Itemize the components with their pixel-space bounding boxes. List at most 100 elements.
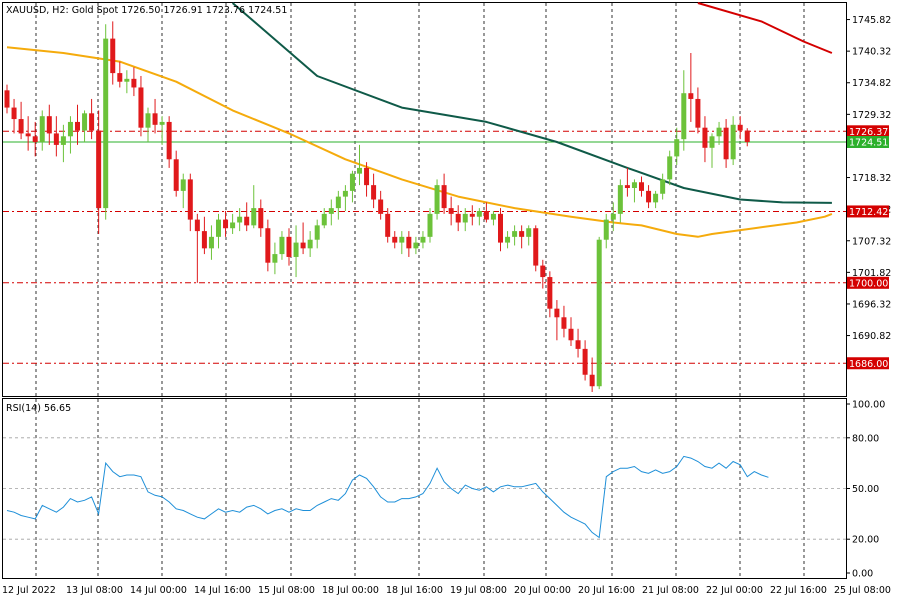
rsi-tick-label: 20.00 — [852, 535, 879, 546]
candle-body — [223, 219, 229, 229]
candle-body — [462, 213, 468, 223]
level-price-box — [847, 125, 889, 138]
candle-body — [286, 236, 292, 257]
candle-body — [639, 182, 644, 191]
candle-body — [371, 185, 377, 200]
candle-body — [131, 78, 137, 88]
candle-body — [194, 219, 200, 232]
candle-body — [512, 231, 518, 237]
candle-body — [110, 38, 116, 74]
candle-body — [201, 231, 207, 249]
level-price-box — [847, 357, 889, 370]
horizontal-levels — [3, 130, 846, 364]
candle-body — [82, 113, 88, 131]
candle-body — [603, 219, 609, 240]
candle-body — [279, 236, 285, 255]
candlesticks — [4, 21, 750, 392]
candle-body — [681, 93, 687, 140]
candle-body — [314, 225, 320, 240]
time-tick-label: 13 Jul 08:00 — [66, 585, 123, 596]
candle-body — [709, 136, 715, 148]
candle-body — [251, 208, 257, 226]
price-tick-label: 1718.32 — [852, 173, 891, 184]
rsi-tick-label: 50.00 — [852, 484, 879, 495]
chart-title: XAUUSD, H2: Gold Spot 1726.50 1726.91 17… — [6, 5, 287, 16]
time-axis: 12 Jul 2022 13 Jul 08:00 14 Jul 00:00 14 Ju… — [2, 585, 891, 596]
candle-body — [321, 213, 327, 226]
candle-body — [568, 328, 574, 341]
candle-body — [448, 208, 454, 214]
candle-body — [187, 179, 193, 220]
candle-body — [385, 213, 391, 237]
candle-body — [624, 185, 630, 189]
candle-body — [674, 139, 680, 157]
candle-body — [469, 213, 475, 217]
price-tick-label: 1690.82 — [852, 331, 891, 342]
candle-body — [258, 208, 264, 229]
candle-body — [505, 236, 511, 243]
candle-body — [216, 219, 221, 237]
candle-body — [455, 213, 461, 223]
candle-body — [730, 124, 736, 160]
rsi-tick-label: 80.00 — [852, 433, 879, 444]
bid-price-box — [847, 135, 889, 148]
candle-body — [237, 216, 243, 223]
level-labels: 1726.37 1712.42 1700.00 1686.00 1724.51 — [847, 125, 889, 370]
candle-body — [441, 185, 447, 209]
bid-price-label: 1724.51 — [849, 137, 888, 148]
candle-body — [307, 239, 313, 249]
candle-body — [561, 317, 567, 329]
candle-body — [483, 210, 489, 220]
candle-body — [490, 213, 496, 220]
time-tick-label: 19 Jul 08:00 — [450, 585, 507, 596]
candle-body — [547, 277, 553, 309]
price-tick-label: 1745.82 — [852, 15, 891, 26]
candle-body — [399, 236, 405, 243]
vertical-gridlines — [35, 3, 805, 578]
time-tick-label: 12 Jul 2022 — [2, 585, 56, 596]
candle-body — [540, 265, 546, 278]
candle-body — [117, 73, 123, 82]
candle-body — [716, 127, 722, 137]
candle-body — [653, 193, 659, 203]
time-tick-label: 22 Jul 16:00 — [770, 585, 827, 596]
candle-body — [75, 121, 80, 131]
candle-body — [300, 242, 306, 249]
rsi-tick-label: 100.00 — [852, 400, 885, 411]
candle-body — [60, 136, 66, 145]
candle-body — [4, 90, 10, 108]
time-tick-label: 18 Jul 00:00 — [322, 585, 379, 596]
candle-body — [357, 167, 362, 174]
candle-body — [434, 185, 440, 214]
candle-body — [349, 173, 355, 191]
candle-body — [688, 93, 694, 99]
level-price-label: 1686.00 — [849, 359, 888, 370]
candle-body — [631, 182, 637, 189]
candle-body — [392, 236, 398, 243]
time-tick-label: 22 Jul 00:00 — [706, 585, 763, 596]
candle-body — [124, 78, 130, 82]
candle-body — [723, 127, 729, 160]
time-tick-label: 20 Jul 00:00 — [514, 585, 571, 596]
candle-body — [11, 107, 17, 120]
candle-body — [180, 179, 186, 191]
rsi-line — [6, 455, 769, 539]
candle-body — [646, 190, 652, 203]
rsi-polyline — [6, 455, 769, 539]
candle-body — [533, 228, 539, 266]
time-tick-label: 25 Jul 08:00 — [834, 585, 891, 596]
rsi-tick-label: 0.00 — [852, 569, 873, 580]
moving-average-line — [6, 46, 833, 238]
candle-body — [695, 98, 701, 128]
candle-body — [582, 348, 588, 375]
candle-body — [589, 374, 595, 387]
candle-body — [272, 254, 278, 263]
candle-body — [364, 167, 370, 186]
candle-body — [293, 242, 299, 257]
candle-body — [610, 213, 616, 220]
candle-body — [103, 38, 109, 209]
price-tick-label: 1696.32 — [852, 299, 891, 310]
candle-body — [145, 113, 151, 128]
price-axis: 1745.82 1740.32 1734.82 1729.32 1718.32 1712.… — [846, 15, 891, 342]
